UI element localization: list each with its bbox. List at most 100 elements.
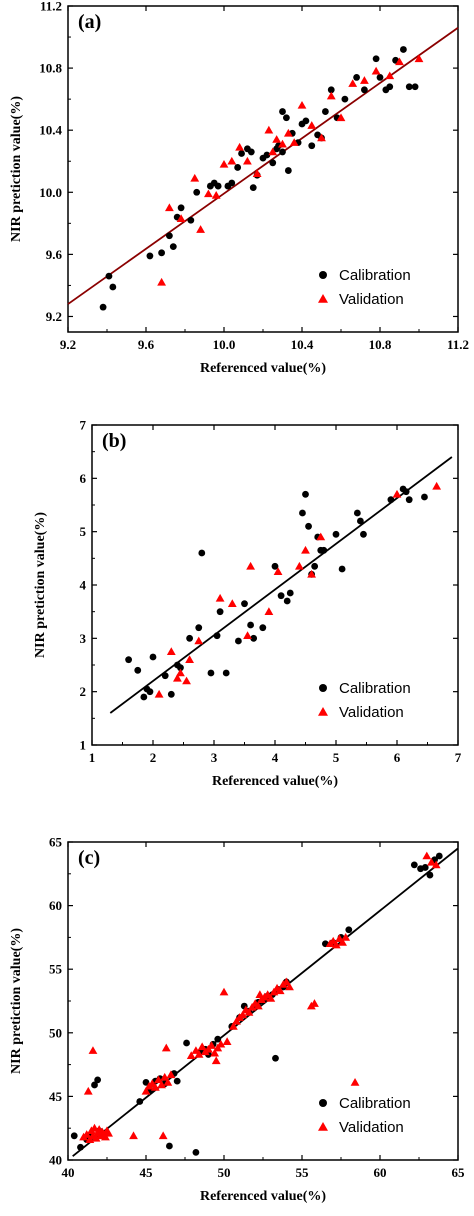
legend-marker-calibration	[319, 1099, 327, 1107]
calibration-point	[376, 74, 384, 81]
validation-point	[282, 977, 291, 986]
x-tick-label: 65	[452, 1165, 466, 1180]
calibration-point	[125, 656, 132, 664]
calibration-point	[353, 74, 360, 81]
validation-point	[163, 1078, 173, 1086]
calibration-point	[187, 216, 195, 224]
legend-label: Calibration	[339, 680, 411, 697]
legend: Calibration Validation	[318, 267, 411, 308]
validation-point	[166, 1070, 176, 1079]
validation-point	[243, 631, 252, 639]
calibration-point	[421, 493, 428, 501]
y-tick-label: 10.0	[39, 185, 62, 200]
calibration-point	[286, 589, 294, 597]
validation-point	[186, 1051, 196, 1059]
calibration-point	[134, 666, 142, 674]
calibration-point	[216, 608, 224, 616]
calibration-point	[177, 204, 185, 212]
calibration-point	[327, 86, 335, 94]
validation-point	[210, 1048, 220, 1057]
validation-point	[182, 676, 191, 685]
calibration-point	[91, 1081, 98, 1089]
legend: Calibration Validation	[318, 680, 411, 721]
validation-point	[341, 933, 351, 941]
validation-point	[150, 1083, 160, 1091]
validation-point	[427, 857, 436, 866]
y-tick-label: 60	[49, 898, 62, 913]
validation-point	[268, 147, 278, 156]
validation-point	[264, 125, 274, 134]
x-tick-label: 5	[333, 750, 340, 765]
calibration-point	[400, 46, 407, 53]
validation-point	[194, 636, 204, 645]
y-axis-title: NIR pretiction value(%)	[33, 512, 48, 658]
calibration-point	[193, 188, 201, 196]
calibration-point	[341, 95, 349, 103]
validation-point	[91, 1133, 101, 1142]
validation-point	[204, 189, 213, 198]
fit-line	[109, 456, 453, 714]
x-tick-label: 45	[140, 1165, 154, 1180]
validation-point	[385, 71, 395, 80]
calibration-point	[332, 530, 340, 538]
y-tick-label: 6	[80, 471, 87, 486]
validation-point	[255, 990, 265, 998]
legend-label: Validation	[339, 704, 404, 721]
validation-point	[235, 142, 244, 151]
x-tick-label: 6	[394, 750, 401, 765]
validation-point	[158, 1131, 168, 1140]
validation-point	[253, 1001, 263, 1010]
calibration-point	[146, 252, 154, 260]
calibration-point	[94, 1076, 102, 1084]
x-tick-label: 10.8	[369, 337, 392, 352]
calibration-point	[279, 108, 286, 115]
calibration-point	[322, 108, 329, 115]
validation-point	[283, 128, 293, 137]
fit-line	[67, 26, 459, 305]
calibration-point	[198, 549, 206, 557]
calibration-point	[360, 530, 367, 538]
legend-marker-calibration	[319, 684, 327, 692]
x-tick-label: 9.6	[138, 337, 155, 352]
validation-point	[266, 994, 276, 1002]
validation-point	[215, 593, 225, 602]
validation-point	[422, 851, 432, 860]
x-tick-label: 10.4	[291, 337, 314, 352]
calibration-point	[105, 272, 113, 280]
validation-point	[211, 190, 221, 199]
validation-point	[264, 607, 274, 615]
legend-label: Calibration	[339, 267, 411, 284]
calibration-point	[305, 522, 312, 530]
x-tick-label: 55	[296, 1165, 310, 1180]
legend-marker-validation	[318, 1122, 328, 1131]
y-tick-label: 3	[80, 631, 87, 646]
calibration-point	[411, 83, 419, 91]
calibration-point	[361, 86, 368, 94]
calibration-point	[402, 488, 410, 496]
chart-panel-a: 9.2 9.6 10.0 10.4 10.8 11.2 9.2 9.6 10.0 10.4 10.8…	[9, 0, 469, 376]
validation-point	[157, 1080, 166, 1089]
validation-point	[272, 135, 282, 143]
calibration-point	[222, 669, 230, 677]
y-tick-label: 55	[49, 962, 63, 977]
calibration-point	[345, 926, 353, 934]
validation-point	[154, 689, 164, 698]
validation-point	[228, 1022, 238, 1030]
legend-label: Validation	[339, 291, 404, 308]
calibration-point	[192, 1148, 200, 1156]
x-axis-title: Referenced value(%)	[200, 1189, 326, 1204]
validation-point	[307, 121, 317, 129]
validation-point	[285, 982, 294, 991]
x-tick-label: 11.2	[447, 337, 469, 352]
y-tick-label: 9.2	[46, 309, 62, 324]
validation-point	[207, 1041, 216, 1049]
x-tick-label: 40	[62, 1165, 75, 1180]
validation-point	[246, 561, 255, 570]
calibration-point	[166, 232, 173, 240]
calibration-point	[207, 669, 215, 677]
panel-label: (b)	[102, 430, 126, 452]
validation-point	[252, 169, 262, 177]
legend-marker-calibration	[319, 271, 327, 279]
calibration-point	[214, 182, 222, 190]
